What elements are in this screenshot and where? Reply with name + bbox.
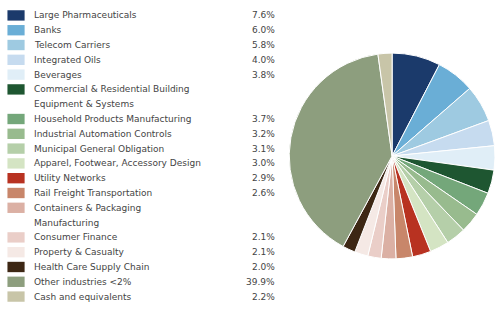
svg-text:5.8%: 5.8%: [252, 40, 275, 50]
svg-text:4.0%: 4.0%: [252, 55, 275, 65]
svg-text:Rail Freight Transportation: Rail Freight Transportation: [34, 188, 152, 198]
svg-text:3.1%: 3.1%: [252, 144, 275, 154]
svg-text:2.0%: 2.0%: [252, 262, 275, 272]
svg-text:Cash and equivalents: Cash and equivalents: [34, 292, 131, 302]
svg-text:Commercial & Residential Build: Commercial & Residential Building: [34, 84, 190, 94]
svg-text:Utility Networks: Utility Networks: [34, 173, 106, 183]
svg-text:3.2%: 3.2%: [252, 129, 275, 139]
svg-text:Equipment & Systems: Equipment & Systems: [34, 99, 134, 109]
svg-text:Containers & Packaging: Containers & Packaging: [34, 203, 141, 213]
svg-text:Telecom Carriers: Telecom Carriers: [34, 40, 110, 50]
svg-text:2.9%: 2.9%: [252, 173, 275, 183]
svg-text:2.2%: 2.2%: [252, 292, 275, 302]
svg-text:2.1%: 2.1%: [252, 247, 275, 257]
svg-text:Beverages: Beverages: [34, 70, 82, 80]
svg-text:3.0%: 3.0%: [252, 158, 275, 168]
svg-text:Consumer Finance: Consumer Finance: [34, 232, 118, 242]
svg-text:Municipal General Obligation: Municipal General Obligation: [34, 144, 164, 154]
svg-text:Integrated Oils: Integrated Oils: [34, 55, 101, 65]
svg-text:7.6%: 7.6%: [252, 10, 275, 20]
svg-text:6.0%: 6.0%: [252, 25, 275, 35]
svg-text:39.9%: 39.9%: [246, 277, 275, 287]
svg-text:Manufacturing: Manufacturing: [34, 218, 99, 228]
svg-text:Industrial Automation Controls: Industrial Automation Controls: [34, 129, 172, 139]
svg-text:3.8%: 3.8%: [252, 70, 275, 80]
svg-text:Other industries <2%: Other industries <2%: [34, 277, 132, 287]
svg-text:Large Pharmaceuticals: Large Pharmaceuticals: [34, 10, 137, 20]
svg-text:Banks: Banks: [34, 25, 62, 35]
svg-text:2.6%: 2.6%: [252, 188, 275, 198]
svg-text:Property & Casualty: Property & Casualty: [34, 247, 125, 257]
svg-text:3.7%: 3.7%: [252, 114, 275, 124]
svg-text:Health Care Supply Chain: Health Care Supply Chain: [34, 262, 149, 272]
svg-text:Household Products Manufacturi: Household Products Manufacturing: [34, 114, 191, 124]
svg-text:2.1%: 2.1%: [252, 232, 275, 242]
svg-text:Apparel, Footwear, Accessory D: Apparel, Footwear, Accessory Design: [34, 158, 201, 168]
